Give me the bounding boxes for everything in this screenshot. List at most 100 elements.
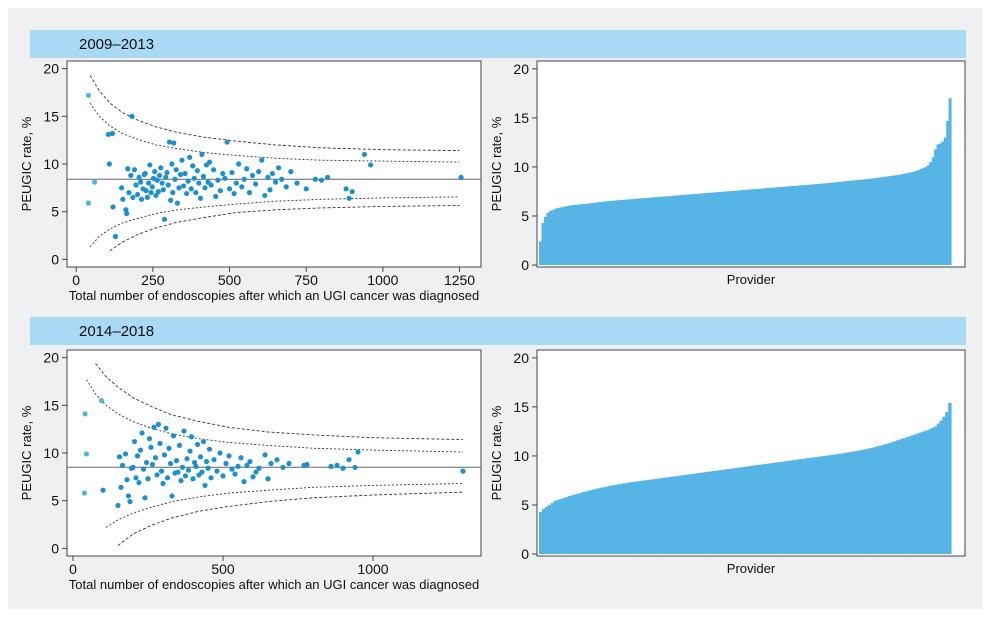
- data-point: [193, 190, 199, 196]
- x-tick-label: 1000: [367, 272, 398, 288]
- data-point: [131, 438, 138, 445]
- period-band-2009-2013: 2009–2013: [30, 30, 966, 58]
- data-point: [179, 464, 186, 470]
- data-point-outlier: [92, 179, 98, 185]
- data-point: [136, 174, 142, 180]
- provider-bar: [632, 198, 636, 266]
- provider-bar: [904, 437, 909, 555]
- provider-bar: [720, 469, 724, 555]
- provider-bar: [912, 171, 916, 266]
- data-point: [288, 169, 294, 175]
- data-point: [205, 465, 211, 471]
- provider-bar: [885, 176, 889, 266]
- data-point: [303, 186, 309, 192]
- data-point: [105, 131, 111, 138]
- provider-bar: [948, 402, 952, 555]
- data-point: [106, 161, 112, 167]
- provider-bar: [934, 149, 938, 266]
- data-point: [134, 453, 141, 459]
- period-label: 2009–2013: [79, 36, 155, 53]
- provider-bar: [579, 204, 583, 266]
- data-point: [187, 448, 193, 454]
- data-point: [143, 188, 149, 194]
- provider-bar: [917, 169, 921, 266]
- data-point-outlier: [98, 397, 105, 404]
- provider-bar: [832, 454, 837, 555]
- provider-bar: [852, 180, 856, 266]
- provider-bar: [676, 195, 680, 266]
- provider-bar: [861, 449, 866, 555]
- data-point: [217, 188, 223, 194]
- data-point: [226, 453, 232, 459]
- data-point: [130, 464, 136, 470]
- data-point: [176, 442, 183, 448]
- provider-bar: [630, 199, 634, 266]
- data-point: [122, 451, 129, 457]
- data-point: [194, 168, 200, 174]
- provider-bar: [794, 185, 798, 266]
- provider-bar: [857, 179, 861, 266]
- provider-bar: [929, 162, 933, 266]
- provider-bar: [662, 477, 667, 555]
- provider-bar: [751, 189, 755, 266]
- data-point: [130, 194, 136, 200]
- data-point: [241, 479, 247, 485]
- provider-bar: [729, 191, 733, 266]
- provider-bar: [823, 183, 827, 266]
- provider-bar: [881, 177, 885, 266]
- provider-bar: [599, 487, 603, 555]
- provider-bar: [604, 201, 608, 266]
- provider-bar: [931, 157, 935, 266]
- provider-bar: [602, 487, 606, 555]
- y-tick-label: 20: [513, 61, 529, 77]
- provider-bar: [804, 184, 808, 266]
- data-point: [153, 192, 159, 199]
- provider-bar: [570, 495, 575, 555]
- data-point: [142, 495, 148, 501]
- provider-bar: [625, 199, 629, 266]
- provider-bar: [945, 411, 949, 555]
- data-point: [187, 154, 193, 160]
- provider-bar: [765, 188, 769, 266]
- data-point: [244, 166, 250, 172]
- data-point: [149, 461, 156, 468]
- data-point: [208, 182, 214, 188]
- provider-bar: [572, 205, 576, 266]
- provider-bar: [948, 98, 952, 266]
- data-point: [168, 197, 174, 203]
- data-point: [170, 190, 176, 196]
- provider-bar: [659, 196, 663, 266]
- data-point: [325, 174, 331, 180]
- data-point: [169, 493, 175, 499]
- y-tick-label: 0: [51, 540, 59, 556]
- provider-bar: [778, 462, 782, 555]
- provider-bar: [859, 179, 863, 266]
- provider-bar: [648, 479, 652, 555]
- provider-bar: [782, 186, 786, 266]
- provider-bar: [760, 188, 764, 266]
- provider-bar: [726, 469, 730, 555]
- provider-bar: [783, 461, 788, 555]
- data-point: [165, 182, 171, 188]
- provider-bar: [541, 508, 546, 555]
- control-limit-lower-99: [109, 205, 460, 252]
- data-point: [142, 170, 148, 177]
- data-point: [182, 170, 188, 177]
- provider-bar: [608, 485, 612, 555]
- provider-bar: [579, 492, 583, 555]
- provider-bar: [651, 479, 655, 555]
- provider-bar: [661, 196, 665, 266]
- provider-bar: [550, 503, 554, 555]
- provider-bar: [878, 177, 882, 266]
- provider-bar: [669, 195, 673, 266]
- provider-bar: [910, 172, 914, 266]
- provider-bar: [623, 199, 627, 266]
- provider-bar: [743, 466, 748, 555]
- provider-bar: [642, 198, 646, 266]
- data-point: [247, 458, 253, 465]
- data-point: [213, 193, 219, 200]
- data-point: [238, 455, 244, 461]
- provider-bar: [622, 483, 627, 555]
- provider-bar: [635, 198, 639, 266]
